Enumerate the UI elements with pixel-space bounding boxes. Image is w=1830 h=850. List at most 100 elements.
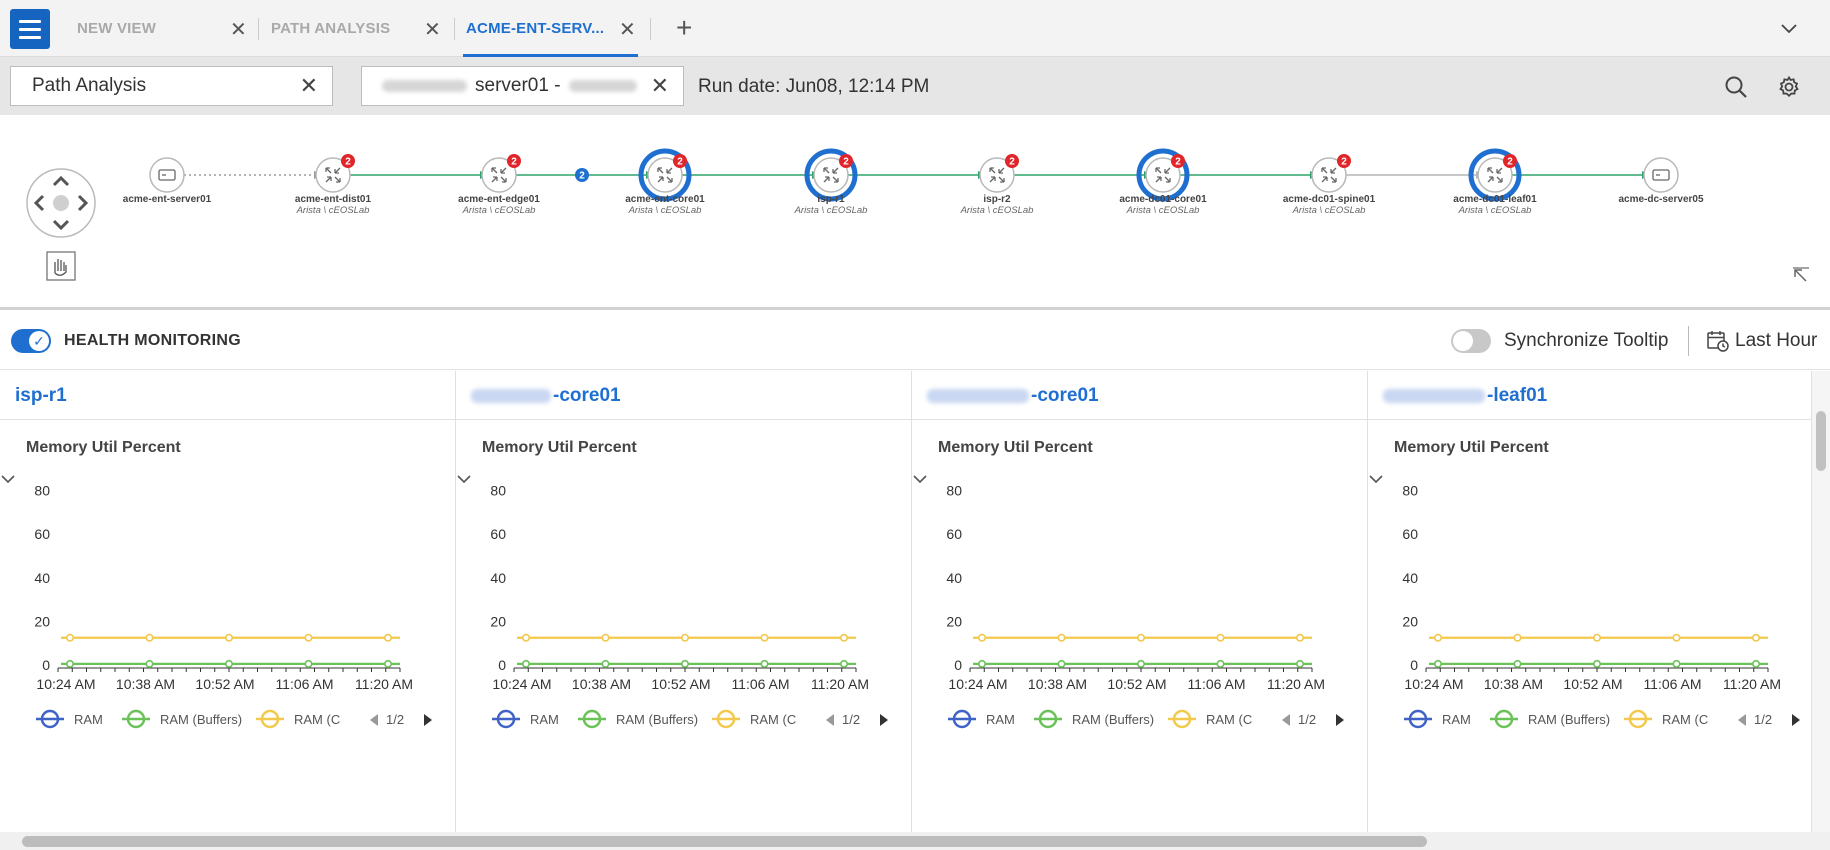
close-icon[interactable]: ✕ [299, 73, 318, 98]
tab-label: NEW VIEW [77, 20, 157, 37]
chevron-down-icon[interactable] [456, 471, 472, 487]
data-point [601, 659, 610, 668]
x-tick-label: 11:20 AM [355, 676, 413, 692]
health-monitoring-label: HEALTH MONITORING [64, 332, 241, 349]
gear-icon[interactable] [1777, 75, 1801, 99]
alert-count: 2 [1341, 157, 1347, 168]
synchronize-tooltip-label: Synchronize Tooltip [1504, 330, 1669, 351]
node-vendor: Arista \ cEOSLab [960, 205, 1034, 216]
node-vendor: Arista \ cEOSLab [1126, 205, 1200, 216]
tab-label: ACME-ENT-SERV... [466, 20, 605, 37]
chevron-down-icon[interactable] [1368, 471, 1384, 487]
metric-selector[interactable]: Memory Util Percent [26, 439, 181, 456]
close-icon[interactable]: ✕ [424, 19, 441, 41]
pan-control[interactable] [26, 168, 96, 238]
data-point [601, 633, 610, 642]
node-name: acme-dc01-leaf01 [1453, 194, 1537, 205]
metric-selector[interactable]: Memory Util Percent [1394, 439, 1549, 456]
legend-label: RAM [1442, 712, 1471, 727]
x-tick-label: 10:38 AM [116, 676, 175, 692]
router-icon [1321, 167, 1337, 183]
x-tick-label: 10:52 AM [1563, 676, 1622, 692]
node-circle [1477, 157, 1513, 193]
alert-badge [839, 154, 853, 168]
y-tick-label: 40 [1402, 570, 1418, 586]
hand-icon[interactable] [46, 251, 76, 281]
calendar-clock-icon[interactable] [1706, 329, 1730, 353]
alert-badge [1171, 154, 1185, 168]
arrow-icon [33, 194, 45, 212]
device-panel: -core01 Memory Util Percent %02040608010… [456, 371, 912, 836]
time-range-button[interactable]: Last Hour [1735, 330, 1818, 351]
horizontal-scrollbar[interactable] [0, 832, 1830, 850]
x-tick-label: 10:24 AM [948, 676, 1007, 692]
legend-label: RAM (C [294, 712, 340, 727]
chevron-down-icon[interactable] [1780, 20, 1798, 38]
scrollbar-thumb[interactable] [22, 836, 1427, 847]
metric-selector[interactable]: Memory Util Percent [938, 439, 1093, 456]
device-title[interactable]: -core01 [471, 385, 621, 407]
redacted-text [382, 80, 467, 92]
host-node[interactable]: acme-ent-server01 [123, 157, 212, 205]
synchronize-tooltip-toggle[interactable] [1451, 329, 1491, 353]
node-circle [149, 157, 185, 193]
highlight-ring [1468, 148, 1522, 202]
close-icon[interactable]: ✕ [230, 19, 247, 41]
alert-count: 2 [345, 157, 351, 168]
node-circle [1311, 157, 1347, 193]
data-point [1513, 633, 1522, 642]
chevron-down-icon[interactable] [0, 471, 16, 487]
chevron-down-icon[interactable] [912, 471, 928, 487]
node-vendor: Arista \ cEOSLab [1458, 205, 1532, 216]
scrollbar-thumb[interactable] [1816, 411, 1826, 471]
vertical-scrollbar[interactable] [1812, 371, 1830, 836]
legend-label: RAM (C [1206, 712, 1252, 727]
node-name: acme-ent-core01 [625, 194, 705, 205]
device-title[interactable]: isp-r1 [15, 385, 67, 406]
node-name: acme-ent-server01 [123, 194, 212, 205]
device-title[interactable]: -leaf01 [1383, 385, 1547, 407]
legend-page: 1/2 [386, 712, 404, 727]
data-point [760, 659, 769, 668]
collapse-icon[interactable] [1792, 267, 1810, 285]
close-icon[interactable]: ✕ [619, 19, 636, 41]
close-icon[interactable]: ✕ [650, 73, 669, 98]
node-name: isp-r1 [817, 194, 845, 205]
data-point [1137, 659, 1146, 668]
node-circle [647, 157, 683, 193]
data-point [1295, 633, 1304, 642]
y-tick-label: 20 [1402, 613, 1418, 629]
x-tick-label: 10:52 AM [651, 676, 710, 692]
y-tick-label: 20 [34, 613, 50, 629]
router-icon [1155, 167, 1171, 183]
node-circle [315, 157, 351, 193]
hamburger-menu-button[interactable] [10, 9, 50, 49]
add-tab-button[interactable]: + [676, 12, 693, 43]
host-node[interactable]: acme-dc-server05 [1618, 157, 1704, 205]
device-panel: -core01 Memory Util Percent %02040608010… [912, 371, 1368, 836]
health-monitoring-toggle[interactable]: ✓ [11, 329, 51, 353]
path-query-field[interactable]: server01 - ✕ [361, 66, 684, 106]
filter-bar: Path Analysis ✕ server01 - ✕ Run date: J… [0, 57, 1830, 115]
alert-badge [507, 154, 521, 168]
search-icon[interactable] [1724, 75, 1748, 99]
legend-prev-icon [1738, 714, 1746, 726]
data-point [1672, 659, 1681, 668]
device-title[interactable]: -core01 [927, 385, 1099, 407]
node-vendor: Arista \ cEOSLab [462, 205, 536, 216]
x-tick-label: 11:20 AM [811, 676, 869, 692]
alert-count: 2 [511, 157, 517, 168]
y-tick-label: 60 [490, 526, 506, 542]
metric-selector[interactable]: Memory Util Percent [482, 439, 637, 456]
view-name-field[interactable]: Path Analysis ✕ [10, 66, 333, 106]
node-circle [979, 157, 1015, 193]
legend-next-icon [880, 714, 888, 726]
